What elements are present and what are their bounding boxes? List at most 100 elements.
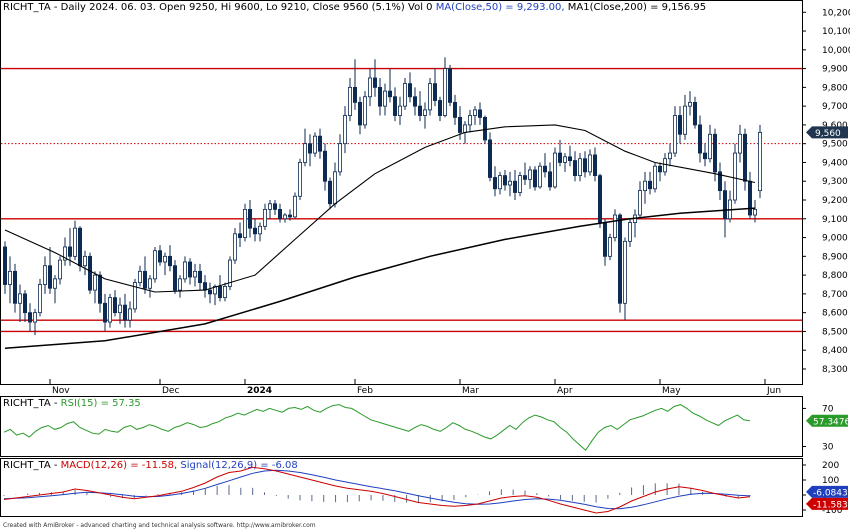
candle-down: [237, 233, 242, 238]
candle-up: [147, 278, 152, 289]
header-ma50: MA(Close,50) = 9,293.00,: [436, 2, 568, 13]
candle-down: [123, 304, 128, 321]
rsi-value-label: 57.3476: [806, 414, 850, 427]
candle-up: [312, 135, 317, 154]
ma50-line: [4, 124, 756, 293]
candle-down: [713, 133, 718, 173]
candle-down: [447, 68, 452, 103]
candle-down: [723, 190, 728, 220]
candle-down: [648, 180, 653, 190]
candle-up: [63, 246, 68, 261]
candle-up: [282, 214, 287, 220]
candle-down: [287, 214, 292, 218]
candle-down: [543, 165, 548, 173]
candle-down: [718, 171, 723, 192]
price-tick-label: 8,400: [822, 346, 848, 356]
candle-up: [422, 109, 427, 116]
candle-up: [137, 270, 142, 284]
candle-down: [322, 150, 327, 182]
candle-up: [613, 214, 618, 238]
price-tick-label: 8,700: [822, 290, 848, 300]
candle-up: [758, 132, 763, 192]
candle-down: [523, 175, 528, 180]
candle-down: [583, 158, 588, 173]
candle-up: [467, 115, 472, 126]
header-ma200: MA1(Close,200) = 9,156.95: [568, 2, 706, 13]
candle-down: [412, 96, 417, 107]
candle-up: [362, 96, 367, 126]
candle-up: [212, 285, 217, 295]
candle-up: [222, 285, 227, 299]
candle-down: [513, 180, 518, 193]
rsi-value-label-box: [806, 414, 848, 427]
candle-up: [553, 152, 558, 188]
candle-down: [307, 143, 312, 154]
price-panel: [0, 0, 803, 385]
candle-up: [83, 255, 88, 267]
macd-header-value: MACD(12,26) = -11.58,: [61, 460, 181, 471]
macd-header: RICHT_TA - MACD(12,26) = -11.58, Signal(…: [3, 460, 298, 471]
candle-up: [643, 180, 648, 192]
candle-down: [658, 165, 663, 173]
candle-up: [462, 124, 467, 133]
candle-up: [292, 195, 297, 218]
price-tick-label: 8,600: [822, 309, 848, 319]
candle-up: [738, 133, 743, 154]
candle-down: [678, 115, 683, 135]
candle-up: [342, 115, 347, 145]
candle-up: [683, 105, 688, 135]
candle-down: [78, 227, 83, 267]
candle-down: [272, 203, 277, 210]
price-tick-label: 9,700: [822, 102, 848, 112]
time-axis-label: Apr: [557, 386, 573, 396]
candle-up: [93, 274, 98, 291]
candle-down: [187, 261, 192, 278]
candle-down: [217, 285, 222, 299]
candle-up: [628, 222, 633, 242]
price-tick-label: 9,600: [822, 121, 848, 131]
candle-down: [432, 83, 437, 101]
candle-down: [157, 250, 162, 263]
candle-up: [73, 227, 78, 257]
candle-down: [113, 297, 118, 314]
candle-down: [167, 255, 172, 267]
time-axis-label: Feb: [357, 386, 373, 396]
signal-value-label-box: [806, 485, 848, 498]
candle-up: [402, 83, 407, 107]
candle-up: [668, 152, 673, 160]
candle-up: [177, 278, 182, 291]
candle-up: [17, 293, 22, 304]
price-tick-label: 9,100: [822, 215, 848, 225]
candle-down: [693, 101, 698, 126]
candle-down: [748, 180, 753, 216]
candle-down: [317, 135, 322, 152]
price-tick-label: 9,300: [822, 177, 848, 187]
candle-down: [618, 214, 623, 304]
price-tick-label: 8,800: [822, 271, 848, 281]
macd-tick-label: 200: [822, 461, 839, 471]
price-tick-label: 9,500: [822, 140, 848, 150]
candle-down: [558, 152, 563, 163]
candle-up: [232, 233, 237, 261]
candle-up: [507, 180, 512, 186]
candle-down: [327, 180, 332, 205]
last-price-label: 9,560: [806, 126, 848, 139]
candle-down: [22, 293, 27, 314]
last-price-label-text: 9,560: [815, 129, 841, 139]
price-tick-label: 8,900: [822, 252, 848, 262]
candle-up: [38, 284, 43, 314]
candle-down: [548, 171, 553, 188]
candle-up: [257, 225, 262, 235]
candle-up: [302, 143, 307, 163]
candle-up: [347, 86, 352, 116]
price-tick-label: 10,100: [822, 27, 850, 37]
candle-down: [202, 282, 207, 291]
candle-up: [132, 282, 137, 310]
candle-down: [3, 246, 8, 285]
time-axis-label: Dec: [162, 386, 179, 396]
candle-up: [297, 162, 302, 197]
candle-up: [262, 208, 267, 227]
candle-up: [337, 143, 342, 173]
candle-down: [98, 274, 103, 304]
